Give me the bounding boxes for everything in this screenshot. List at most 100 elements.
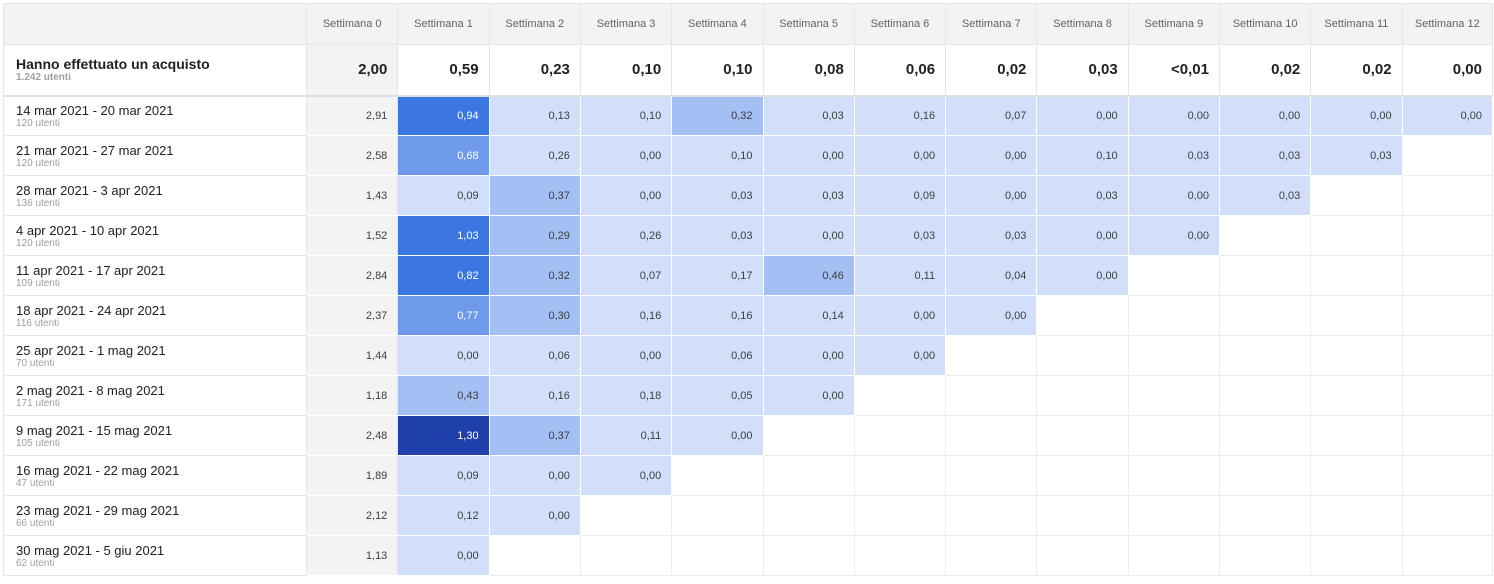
cohort-value-cell[interactable]: 0,03: [1128, 135, 1220, 176]
cohort-value-cell[interactable]: 0,00: [580, 135, 673, 176]
week-header[interactable]: Settimana 12: [1402, 3, 1494, 45]
cohort-value-cell[interactable]: 0,18: [580, 375, 673, 416]
cohort-value-cell[interactable]: 0,00: [1219, 95, 1312, 136]
cohort-value-cell[interactable]: 0,00: [580, 455, 673, 496]
cohort-total-cell[interactable]: 2,58: [306, 135, 399, 176]
cohort-value-cell[interactable]: 0,00: [580, 175, 673, 216]
cohort-value-cell[interactable]: 0,26: [489, 135, 581, 176]
cohort-value-cell[interactable]: 0,00: [1128, 95, 1220, 136]
week-header[interactable]: Settimana 3: [580, 3, 673, 45]
cohort-value-cell[interactable]: 0,00: [1036, 255, 1129, 296]
cohort-value-cell[interactable]: 0,16: [580, 295, 673, 336]
cohort-value-cell[interactable]: 1,03: [397, 215, 490, 256]
week-header[interactable]: Settimana 5: [763, 3, 855, 45]
cohort-value-cell[interactable]: 0,00: [580, 335, 673, 376]
cohort-value-cell[interactable]: 0,11: [854, 255, 947, 296]
cohort-value-cell[interactable]: 0,03: [671, 215, 764, 256]
cohort-value-cell[interactable]: 0,26: [580, 215, 673, 256]
cohort-total-cell[interactable]: 1,43: [306, 175, 399, 216]
cohort-value-cell[interactable]: 0,37: [489, 175, 581, 216]
cohort-value-cell[interactable]: 0,82: [397, 255, 490, 296]
week-header[interactable]: Settimana 6: [854, 3, 947, 45]
week-header[interactable]: Settimana 9: [1128, 3, 1220, 45]
cohort-total-cell[interactable]: 1,13: [306, 535, 399, 576]
cohort-total-cell[interactable]: 2,12: [306, 495, 399, 536]
cohort-value-cell[interactable]: 0,05: [671, 375, 764, 416]
cohort-value-cell[interactable]: 0,00: [1128, 215, 1220, 256]
cohort-total-cell[interactable]: 1,52: [306, 215, 399, 256]
cohort-value-cell[interactable]: 0,00: [945, 295, 1038, 336]
cohort-value-cell[interactable]: 0,04: [945, 255, 1038, 296]
cohort-value-cell[interactable]: 0,10: [580, 95, 673, 136]
week-header[interactable]: Settimana 8: [1036, 3, 1129, 45]
cohort-value-cell[interactable]: 0,06: [671, 335, 764, 376]
week-header[interactable]: Settimana 4: [671, 3, 764, 45]
cohort-value-cell[interactable]: 0,00: [854, 135, 947, 176]
cohort-value-cell[interactable]: 0,00: [489, 495, 581, 536]
cohort-value-cell[interactable]: 0,09: [397, 175, 490, 216]
cohort-value-cell[interactable]: 0,77: [397, 295, 490, 336]
cohort-value-cell[interactable]: 0,03: [763, 175, 855, 216]
cohort-value-cell[interactable]: 0,06: [489, 335, 581, 376]
cohort-total-cell[interactable]: 2,48: [306, 415, 399, 456]
cohort-value-cell[interactable]: 0,03: [671, 175, 764, 216]
week-header[interactable]: Settimana 7: [945, 3, 1038, 45]
cohort-value-cell[interactable]: 0,00: [1128, 175, 1220, 216]
cohort-total-cell[interactable]: 2,84: [306, 255, 399, 296]
cohort-value-cell[interactable]: 0,00: [1310, 95, 1403, 136]
cohort-value-cell[interactable]: 0,10: [671, 135, 764, 176]
cohort-value-cell[interactable]: 0,00: [854, 335, 947, 376]
cohort-value-cell[interactable]: 0,00: [763, 375, 855, 416]
cohort-value-cell[interactable]: 0,29: [489, 215, 581, 256]
cohort-value-cell[interactable]: 0,94: [397, 95, 490, 136]
cohort-value-cell[interactable]: 0,09: [854, 175, 947, 216]
cohort-total-cell[interactable]: 2,37: [306, 295, 399, 336]
cohort-value-cell[interactable]: 0,14: [763, 295, 855, 336]
cohort-value-cell[interactable]: 1,30: [397, 415, 490, 456]
cohort-value-cell[interactable]: 0,16: [854, 95, 947, 136]
cohort-total-cell[interactable]: 2,91: [306, 95, 399, 136]
cohort-value-cell[interactable]: 0,00: [397, 535, 490, 576]
cohort-value-cell[interactable]: 0,00: [945, 175, 1038, 216]
week-header[interactable]: Settimana 1: [397, 3, 490, 45]
cohort-value-cell[interactable]: 0,03: [1036, 175, 1129, 216]
cohort-value-cell[interactable]: 0,09: [397, 455, 490, 496]
cohort-value-cell[interactable]: 0,07: [580, 255, 673, 296]
cohort-value-cell[interactable]: 0,43: [397, 375, 490, 416]
cohort-value-cell[interactable]: 0,00: [1402, 95, 1494, 136]
cohort-value-cell[interactable]: 0,30: [489, 295, 581, 336]
week-header[interactable]: Settimana 10: [1219, 3, 1312, 45]
cohort-value-cell[interactable]: 0,32: [671, 95, 764, 136]
cohort-value-cell[interactable]: 0,00: [763, 215, 855, 256]
cohort-value-cell[interactable]: 0,03: [763, 95, 855, 136]
cohort-value-cell[interactable]: 0,00: [671, 415, 764, 456]
cohort-value-cell[interactable]: 0,13: [489, 95, 581, 136]
cohort-total-cell[interactable]: 1,18: [306, 375, 399, 416]
cohort-value-cell[interactable]: 0,00: [945, 135, 1038, 176]
cohort-value-cell[interactable]: 0,00: [854, 295, 947, 336]
cohort-value-cell[interactable]: 0,32: [489, 255, 581, 296]
cohort-value-cell[interactable]: 0,10: [1036, 135, 1129, 176]
cohort-value-cell[interactable]: 0,03: [854, 215, 947, 256]
cohort-value-cell[interactable]: 0,03: [1219, 175, 1312, 216]
cohort-value-cell[interactable]: 0,00: [397, 335, 490, 376]
week-header[interactable]: Settimana 0: [306, 3, 399, 45]
cohort-total-cell[interactable]: 1,44: [306, 335, 399, 376]
cohort-value-cell[interactable]: 0,00: [763, 135, 855, 176]
cohort-value-cell[interactable]: 0,03: [1219, 135, 1312, 176]
cohort-value-cell[interactable]: 0,11: [580, 415, 673, 456]
cohort-value-cell[interactable]: 0,16: [671, 295, 764, 336]
cohort-value-cell[interactable]: 0,00: [763, 335, 855, 376]
cohort-value-cell[interactable]: 0,37: [489, 415, 581, 456]
cohort-value-cell[interactable]: 0,12: [397, 495, 490, 536]
cohort-value-cell[interactable]: 0,03: [1310, 135, 1403, 176]
cohort-value-cell[interactable]: 0,00: [489, 455, 581, 496]
cohort-total-cell[interactable]: 1,89: [306, 455, 399, 496]
cohort-value-cell[interactable]: 0,00: [1036, 215, 1129, 256]
cohort-value-cell[interactable]: 0,46: [763, 255, 855, 296]
cohort-value-cell[interactable]: 0,03: [945, 215, 1038, 256]
cohort-value-cell[interactable]: 0,00: [1036, 95, 1129, 136]
cohort-value-cell[interactable]: 0,17: [671, 255, 764, 296]
week-header[interactable]: Settimana 2: [489, 3, 581, 45]
cohort-value-cell[interactable]: 0,16: [489, 375, 581, 416]
